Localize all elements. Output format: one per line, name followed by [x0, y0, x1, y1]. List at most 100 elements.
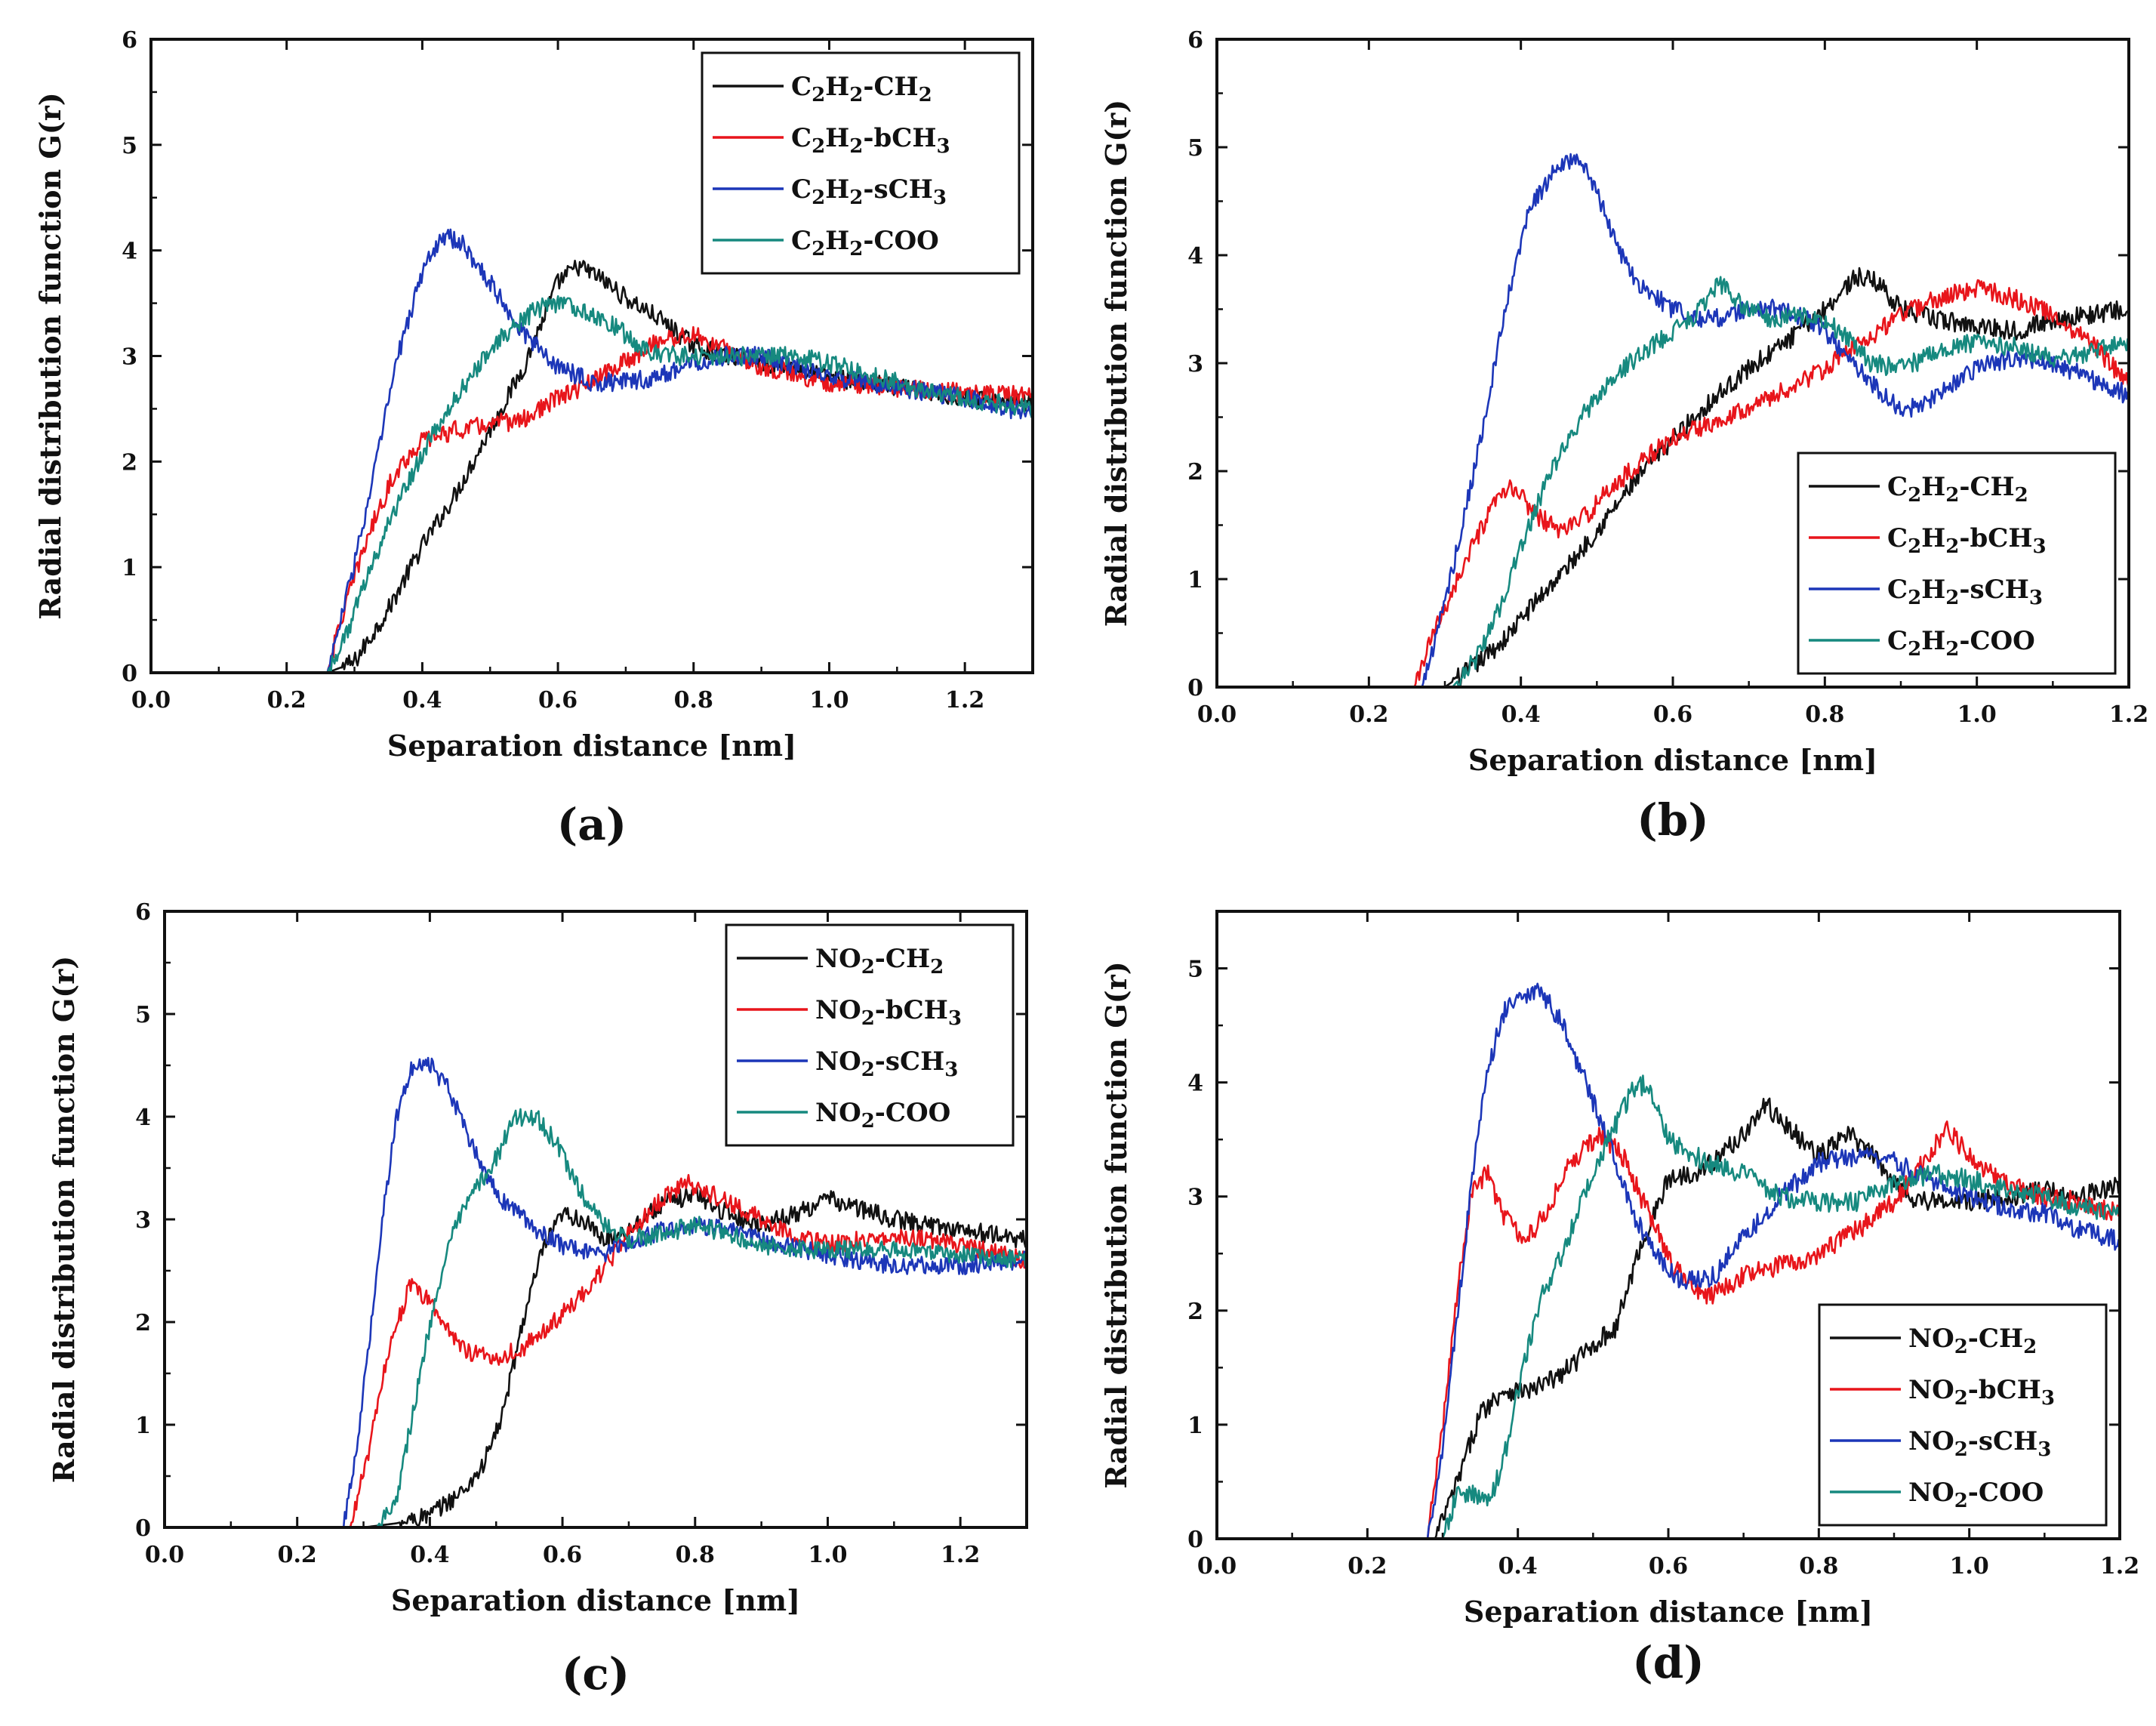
- panel-caption: (b): [1637, 794, 1708, 846]
- x-tick-label: 0.8: [676, 1542, 715, 1568]
- y-tick-label: 2: [122, 449, 137, 476]
- series-line: [1217, 153, 2129, 687]
- legend-label: NO2-sCH3: [815, 1046, 958, 1081]
- legend-label: C2H2-sCH3: [791, 174, 947, 209]
- x-tick-label: 1.0: [809, 687, 849, 714]
- x-tick-label: 1.0: [1950, 1553, 1989, 1580]
- legend: NO2-CH2 NO2-bCH3 NO2-sCH3 NO2-COO: [725, 923, 1015, 1147]
- y-tick-label: 2: [135, 1310, 151, 1336]
- y-tick-label: 4: [122, 239, 137, 265]
- y-tick-label: 0: [135, 1515, 151, 1542]
- chart-panel: 0.0 0.2 0.4 0.6 0.8 1.0 1.2 0 1 2 3 4 5 6 Separation d…: [47, 899, 1028, 1700]
- legend-box: [1797, 452, 2117, 675]
- series-line: [165, 1108, 1027, 1527]
- y-tick-label: 2: [1187, 459, 1203, 485]
- x-tick-label: 1.2: [941, 1542, 980, 1568]
- x-tick-label: 0.2: [267, 687, 306, 714]
- chart-panel: 0.0 0.2 0.4 0.6 0.8 1.0 1.2 0 1 2 3 4 5 Separation di…: [1099, 910, 2139, 1688]
- legend-label: C2H2-COO: [791, 226, 939, 260]
- y-tick-label: 3: [135, 1207, 151, 1234]
- y-axis-title: Radial distribution function G(r): [33, 92, 67, 620]
- x-tick-label: 0.8: [1799, 1553, 1838, 1580]
- legend-label: NO2-bCH3: [1908, 1375, 2055, 1410]
- x-tick-label: 0.2: [1349, 701, 1388, 728]
- legend-label: C2H2-bCH3: [791, 123, 950, 158]
- x-tick-label: 0.0: [1197, 1553, 1237, 1580]
- y-tick-label: 6: [122, 27, 137, 54]
- x-tick-label: 0.6: [1653, 701, 1692, 728]
- legend-label: C2H2-CH2: [791, 72, 932, 106]
- y-tick-label: 3: [122, 344, 137, 371]
- legend-label: C2H2-CH2: [1887, 472, 2028, 507]
- series-line: [1217, 982, 2120, 1539]
- y-axis-title: Radial distribution function G(r): [47, 956, 81, 1484]
- y-tick-label: 6: [1187, 27, 1203, 54]
- series-line: [165, 1173, 1027, 1527]
- y-tick-label: 1: [1187, 1413, 1203, 1439]
- x-tick-label: 0.2: [278, 1542, 317, 1568]
- x-tick-label: 0.6: [538, 687, 578, 714]
- legend-box: [1818, 1303, 2108, 1527]
- y-tick-label: 4: [1187, 243, 1203, 270]
- legend-label: NO2-COO: [815, 1098, 950, 1133]
- y-axis-title: Radial distribution function G(r): [1099, 100, 1133, 627]
- panel-caption: (a): [557, 799, 627, 850]
- y-axis-title: Radial distribution function G(r): [1099, 961, 1133, 1489]
- y-tick-label: 0: [1187, 1527, 1203, 1553]
- legend: C2H2-CH2 C2H2-bCH3 C2H2-sCH3 C2H2-COO: [1797, 452, 2117, 675]
- panel-caption: (d): [1632, 1637, 1704, 1688]
- y-tick-label: 2: [1187, 1299, 1203, 1325]
- panel-caption: (c): [562, 1648, 630, 1700]
- plot-area: [1217, 982, 2120, 1539]
- legend: NO2-CH2 NO2-bCH3 NO2-sCH3 NO2-COO: [1818, 1303, 2108, 1527]
- x-axis-title: Separation distance [nm]: [1468, 743, 1877, 777]
- x-tick-label: 1.0: [808, 1542, 847, 1568]
- y-tick-label: 3: [1187, 1185, 1203, 1211]
- legend-label: C2H2-bCH3: [1887, 523, 2047, 558]
- chart-panel: 0.0 0.2 0.4 0.6 0.8 1.0 1.2 0 1 2 3 4 5 6 Separation d…: [33, 27, 1034, 850]
- x-tick-label: 0.8: [674, 687, 713, 714]
- y-tick-label: 5: [135, 1002, 151, 1028]
- x-tick-label: 0.8: [1805, 701, 1844, 728]
- y-tick-label: 3: [1187, 351, 1203, 378]
- x-tick-label: 0.6: [1649, 1553, 1688, 1580]
- series-line: [1217, 276, 2129, 687]
- y-tick-label: 1: [1187, 567, 1203, 593]
- plot-area: [165, 1056, 1027, 1527]
- x-tick-label: 1.2: [2109, 701, 2148, 728]
- x-tick-label: 0.4: [410, 1542, 449, 1568]
- legend-label: C2H2-COO: [1887, 626, 2035, 661]
- series-line: [1217, 1074, 2120, 1539]
- chart-panel: 0.0 0.2 0.4 0.6 0.8 1.0 1.2 0 1 2 3 4 5 6 Separation d…: [1099, 27, 2148, 846]
- y-tick-label: 5: [122, 133, 137, 159]
- x-tick-label: 0.6: [543, 1542, 582, 1568]
- x-tick-label: 0.4: [1502, 701, 1541, 728]
- x-tick-label: 0.0: [131, 687, 171, 714]
- legend-label: NO2-CH2: [815, 944, 944, 979]
- x-tick-label: 0.4: [402, 687, 442, 714]
- y-tick-label: 0: [122, 661, 137, 687]
- plot-area: [151, 228, 1033, 673]
- y-tick-label: 0: [1187, 675, 1203, 701]
- x-tick-label: 0.0: [145, 1542, 184, 1568]
- x-axis-title: Separation distance [nm]: [391, 1583, 800, 1617]
- series-line: [151, 295, 1033, 673]
- legend-label: C2H2-sCH3: [1887, 575, 2043, 609]
- y-tick-label: 4: [135, 1105, 151, 1131]
- y-tick-label: 4: [1187, 1071, 1203, 1097]
- series-line: [1217, 279, 2129, 687]
- y-tick-label: 6: [135, 899, 151, 926]
- x-tick-label: 0.4: [1498, 1553, 1538, 1580]
- series-line: [1217, 1097, 2120, 1539]
- x-axis-title: Separation distance [nm]: [1464, 1595, 1873, 1629]
- legend-label: NO2-CH2: [1908, 1324, 2037, 1358]
- y-tick-label: 1: [135, 1413, 151, 1439]
- legend-box: [701, 51, 1021, 275]
- legend-label: NO2-sCH3: [1908, 1426, 2051, 1461]
- plot-area: [1217, 153, 2129, 687]
- legend-label: NO2-COO: [1908, 1478, 2044, 1512]
- legend-box: [725, 923, 1015, 1147]
- legend-label: NO2-bCH3: [815, 995, 962, 1030]
- x-tick-label: 1.0: [1957, 701, 1997, 728]
